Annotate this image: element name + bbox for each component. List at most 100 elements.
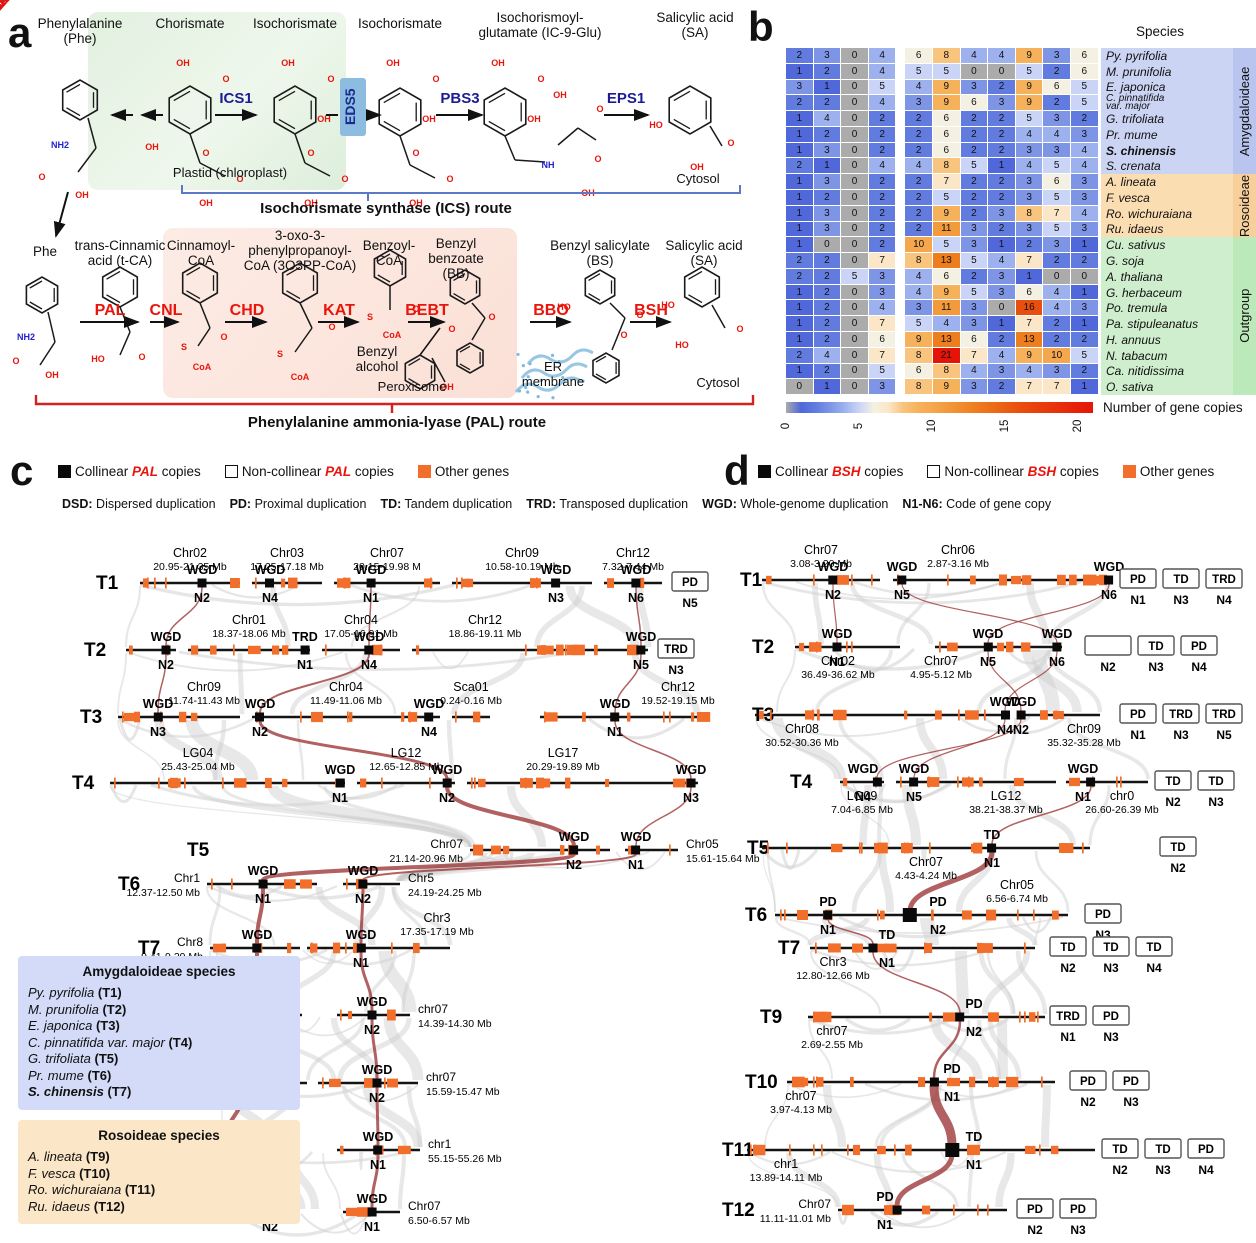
synteny-gray-arc — [302, 949, 355, 964]
er-membrane-dot — [539, 378, 543, 382]
pathway-label: Benzyl salicylate (BS) — [550, 238, 650, 269]
heatmap-cell: 5 — [1015, 63, 1043, 79]
heatmap-cell: 5 — [1071, 79, 1098, 95]
structure-atom-label: O — [736, 324, 743, 334]
enzyme-label: KAT — [323, 302, 355, 319]
noncollinear-copy-box — [1049, 1005, 1087, 1026]
synteny-gray-ribbon — [762, 850, 776, 913]
abbreviation-key: WGD: — [702, 497, 737, 511]
heatmap-cell: 11 — [933, 300, 960, 316]
duplication-type-label: PD — [1130, 574, 1146, 586]
synteny-gray-ribbon — [764, 1084, 789, 1148]
synteny-gray-ribbon — [192, 785, 472, 848]
other-gene-tick — [1039, 1144, 1041, 1156]
structure-atom-label: OH — [145, 142, 159, 152]
heatmap-cell: 9 — [1015, 48, 1043, 63]
gene-copy-code: N4 — [361, 658, 377, 672]
synteny-gray-ribbon — [930, 1019, 983, 1080]
noncollinear-copy-box — [1049, 936, 1087, 957]
heatmap-cell: 2 — [813, 126, 841, 142]
structure-atom-label: O — [328, 322, 335, 332]
synteny-red-link — [157, 653, 167, 714]
double-bond — [286, 266, 301, 276]
heatmap-cell: 0 — [841, 79, 868, 95]
other-gene-tick — [1024, 1011, 1026, 1023]
heatmap-cell: 1 — [786, 300, 813, 316]
structure-atom-label: NH — [542, 160, 555, 170]
other-gene-tick — [968, 776, 970, 788]
chromosome-range: 10.58-10.19 Mb — [485, 561, 559, 573]
collinear-gene-marker — [569, 845, 579, 855]
double-bond — [673, 118, 691, 130]
synteny-row-label: T4 — [72, 773, 95, 794]
noncollinear-copy-box — [1084, 903, 1122, 924]
gene-symbol: BSH — [832, 464, 861, 479]
chromosome-name: Chr12 — [468, 613, 502, 627]
pathway-label: Cytosol — [696, 375, 740, 390]
other-gene-block — [387, 1009, 396, 1021]
gene-copy-code: N4 — [1146, 961, 1162, 975]
other-gene-block — [473, 711, 481, 723]
synteny-gray-arc — [300, 1213, 370, 1234]
heatmap-cell: 4 — [868, 95, 896, 111]
collinear-gene-marker — [872, 777, 882, 787]
other-gene-tick — [122, 711, 124, 723]
heatmap-cell: 5 — [933, 237, 960, 253]
heatmap-cell: 0 — [841, 205, 868, 221]
pathway-label: Cytosol — [676, 171, 720, 186]
synteny-gray-ribbon — [761, 582, 797, 645]
heatmap-cell: 0 — [841, 347, 868, 363]
gene-copy-code: N2 — [364, 1023, 380, 1037]
structure-atom-label: HO — [557, 302, 571, 312]
other-gene-tick — [910, 1144, 912, 1156]
collinear-gene-marker — [161, 645, 171, 655]
chromosome-name: Chr04 — [344, 613, 378, 627]
other-gene-tick — [957, 776, 959, 788]
other-gene-block — [556, 644, 564, 656]
other-gene-block — [582, 712, 586, 722]
chromosome-name: chr1 — [428, 1137, 452, 1151]
heatmap-cell: 1 — [786, 142, 813, 158]
other-gene-block — [179, 711, 187, 723]
benzene-ring — [281, 262, 319, 304]
heatmap-cell: 6 — [933, 126, 960, 142]
collinear-gene-marker — [983, 642, 993, 652]
other-gene-block — [853, 1144, 861, 1156]
heatmap-cell: 3 — [1043, 142, 1070, 158]
heatmap-cell: 3 — [1043, 111, 1070, 126]
bond — [514, 159, 546, 163]
bond — [189, 133, 201, 164]
structure-atom-label: HO — [675, 340, 689, 350]
bond — [294, 327, 313, 353]
other-gene-tick — [750, 1144, 752, 1156]
heatmap-cell: 7 — [868, 347, 896, 363]
heatmap-cell: 5 — [905, 63, 932, 79]
other-gene-block — [537, 645, 544, 655]
synteny-red-link — [1004, 650, 1058, 712]
chromosome-range: 6.50-6.57 Mb — [408, 1215, 470, 1227]
colorbar-tick: 5 — [853, 422, 866, 430]
chromosome-range: 38.21-38.37 Mb — [969, 804, 1043, 816]
pathway-label: trans-Cinnamic acid (t-CA) — [74, 238, 166, 269]
synteny-gray-ribbon — [383, 1017, 424, 1081]
heatmap-cell: 4 — [1043, 300, 1070, 316]
structure-atom-label: HO — [649, 120, 663, 130]
chromosome-name: Chr07 — [408, 1199, 441, 1213]
er-membrane-dot — [528, 362, 532, 366]
other-gene-block — [973, 842, 983, 854]
heatmap-cell: 0 — [813, 237, 841, 253]
collinear-gene-marker — [358, 879, 368, 889]
other-gene-block — [967, 1144, 980, 1156]
other-gene-block — [831, 843, 843, 853]
synteny-gray-arc — [469, 851, 650, 869]
synteny-red-link — [362, 853, 637, 881]
heatmap-cell: 2 — [905, 174, 932, 189]
benzene-ring — [25, 276, 59, 314]
heatmap-cell: 10 — [905, 237, 932, 253]
species-legend-item: A. lineata (T9) — [28, 1149, 110, 1164]
heatmap-cell: 1 — [1071, 237, 1098, 253]
duplication-type-label: TRD — [664, 644, 688, 656]
other-gene-block — [1029, 1012, 1036, 1022]
duplication-type-label: WGD — [1006, 695, 1037, 709]
other-gene-tick — [815, 942, 817, 954]
